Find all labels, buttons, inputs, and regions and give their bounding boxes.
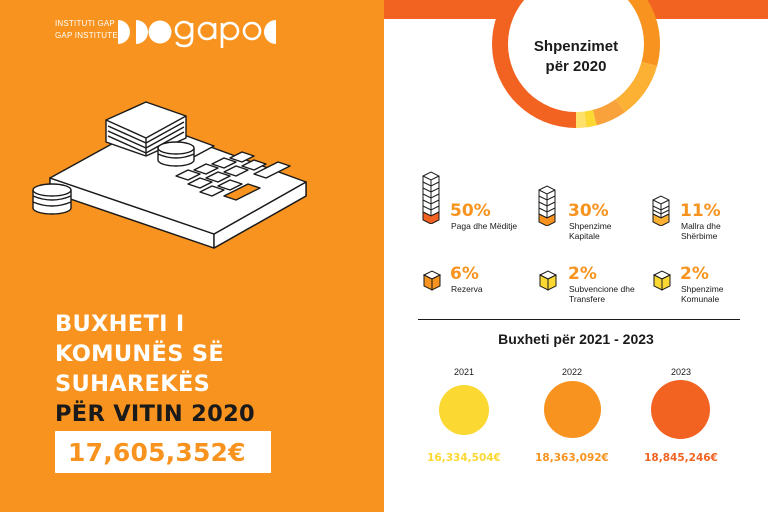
year-2022-circle [544,381,601,438]
box-yellow-icon [652,270,672,291]
category-1-label-1: Paga dhe Mëditje [451,221,518,231]
stack-medium-icon [538,185,556,226]
category-2-pct: 30% [568,201,609,221]
spending-donut-chart [492,0,660,128]
box-orange-icon [422,270,442,291]
category-5-label-1: Subvencione dhe [569,284,635,294]
category-6-pct: 2% [680,264,709,284]
category-3-label-1: Mallra dhe [681,221,721,231]
category-5-label-2: Transfere [569,294,606,304]
left-panel: INSTITUTI GAP GAP INSTITUTE [0,0,384,512]
year-2021-label: 2021 [453,367,475,377]
budget-projection-title: Buxheti për 2021 - 2023 [498,331,654,347]
category-4-label-1: Rezerva [451,284,483,294]
year-2022-value: 18,363,092€ [535,452,609,464]
year-2021-circle [439,385,489,435]
category-4-pct: 6% [450,264,479,284]
right-panel: Shpenzimet për 2020 50% Paga dhe Mëditje… [384,0,768,512]
brand-line-2: GAP INSTITUTE [55,31,118,40]
brand-line-1: INSTITUTI GAP [55,19,115,28]
title-line-4: PËR VITIN 2020 [55,401,256,427]
calculator-money-illustration-icon [32,101,307,249]
section-divider [418,319,740,320]
year-2022-label: 2022 [561,367,583,377]
gap-institute-logo-icon [118,20,276,48]
donut-title-line-2: për 2020 [545,58,607,75]
category-2-label-2: Kapitale [569,231,600,241]
category-3-pct: 11% [680,201,721,221]
year-2023-label: 2023 [670,367,692,377]
category-5-pct: 2% [568,264,597,284]
title-line-1: BUXHETI I [55,311,185,337]
title-line-3: SUHAREKËS [55,371,211,397]
category-3-label-2: Shërbime [681,231,718,241]
title-line-2: KOMUNËS SË [55,341,225,367]
donut-title-line-1: Shpenzimet [533,38,619,55]
total-amount: 17,605,352€ [68,438,246,467]
donut-hole [508,0,644,112]
category-2-label-1: Shpenzime [569,221,612,231]
year-2023-circle [651,380,710,439]
box-yellow-icon [538,270,558,291]
total-amount-box: 17,605,352€ [55,431,271,473]
year-2021-value: 16,334,504€ [427,452,501,464]
stack-short-icon [652,195,670,226]
stack-tall-icon [422,171,440,224]
category-1-pct: 50% [450,201,491,221]
category-6-label-1: Shpenzime [681,284,724,294]
year-2023-value: 18,845,246€ [644,452,718,464]
category-6-label-2: Komunale [681,294,720,304]
